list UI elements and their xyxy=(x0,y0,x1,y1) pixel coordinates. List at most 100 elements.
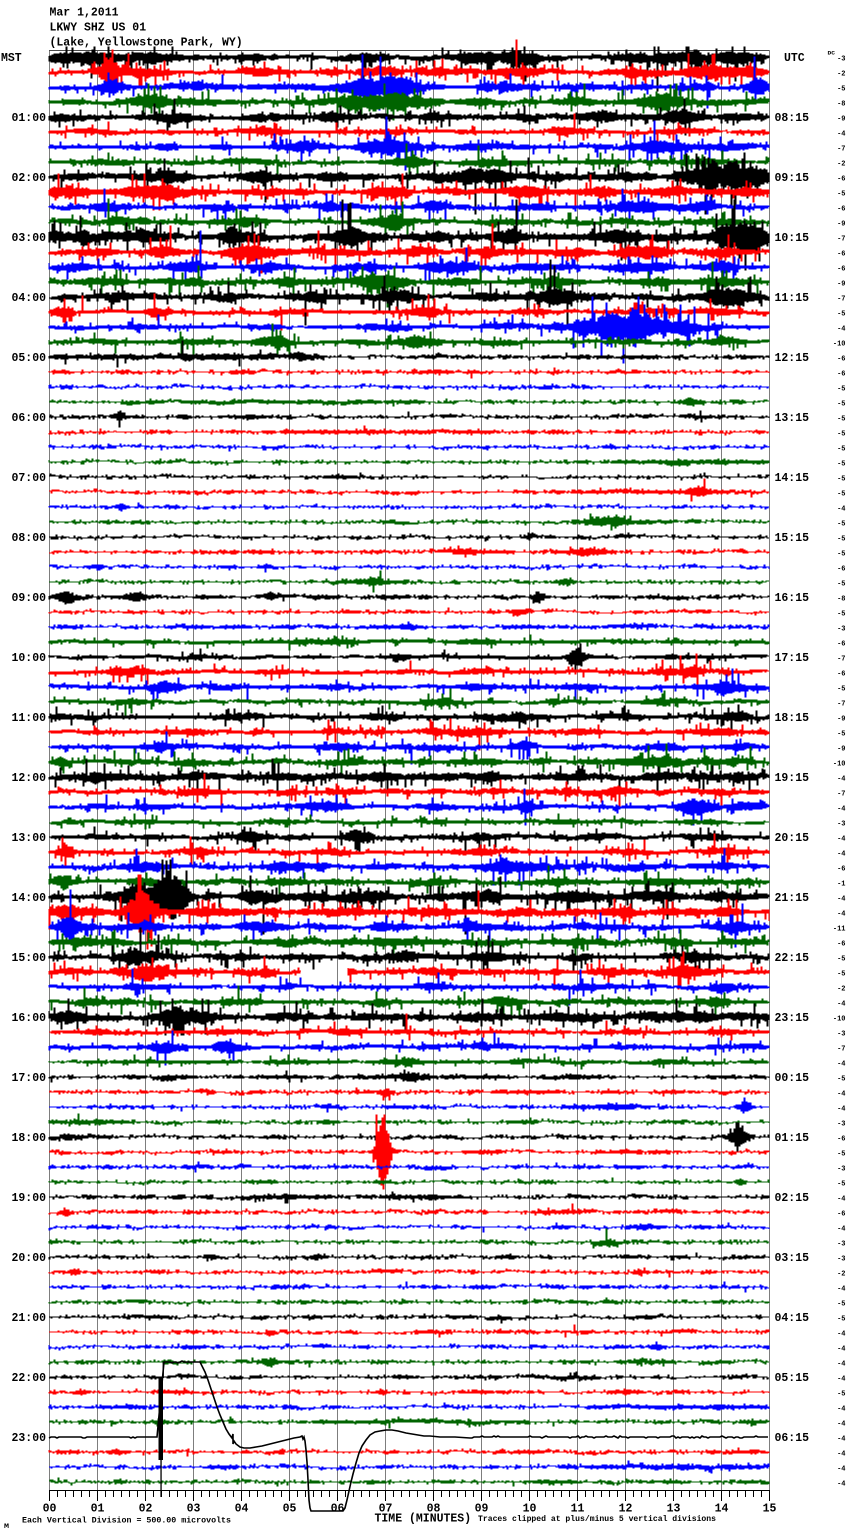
svg-text:14:00: 14:00 xyxy=(12,892,47,905)
svg-text:-4: -4 xyxy=(837,506,845,514)
svg-text:-9: -9 xyxy=(837,746,845,754)
svg-text:-4: -4 xyxy=(837,806,845,814)
svg-text:08:00: 08:00 xyxy=(12,532,47,545)
svg-text:01:15: 01:15 xyxy=(775,1132,810,1145)
svg-text:Each Vertical Division = 500.: Each Vertical Division = 500.00 microvol… xyxy=(22,1515,231,1525)
svg-text:-3: -3 xyxy=(837,1256,845,1264)
svg-text:-4: -4 xyxy=(837,1106,845,1114)
svg-text:-4: -4 xyxy=(837,896,845,904)
svg-text:-1: -1 xyxy=(837,881,845,889)
svg-text:(Lake, Yellowstone Park, WY): (Lake, Yellowstone Park, WY) xyxy=(50,37,243,50)
svg-text:11:15: 11:15 xyxy=(775,292,810,305)
svg-text:-7: -7 xyxy=(837,146,845,154)
svg-text:-4: -4 xyxy=(837,1226,845,1234)
svg-text:18:00: 18:00 xyxy=(12,1132,47,1145)
svg-text:-5: -5 xyxy=(837,956,845,964)
svg-text:-4: -4 xyxy=(837,1331,845,1339)
svg-text:-5: -5 xyxy=(837,1316,845,1324)
svg-text:22:00: 22:00 xyxy=(12,1372,47,1385)
svg-text:MST: MST xyxy=(1,52,22,65)
svg-text:-5: -5 xyxy=(837,731,845,739)
svg-text:-4: -4 xyxy=(837,1346,845,1354)
svg-text:22:15: 22:15 xyxy=(775,952,810,965)
svg-text:-4: -4 xyxy=(837,851,845,859)
svg-text:-5: -5 xyxy=(837,686,845,694)
svg-text:14:15: 14:15 xyxy=(775,472,810,485)
svg-text:-6: -6 xyxy=(837,1136,845,1144)
svg-text:-6: -6 xyxy=(837,941,845,949)
svg-text:-5: -5 xyxy=(837,581,845,589)
svg-text:-4: -4 xyxy=(837,1361,845,1369)
svg-text:-6: -6 xyxy=(837,176,845,184)
svg-text:-4: -4 xyxy=(837,776,845,784)
svg-text:23:00: 23:00 xyxy=(12,1432,47,1445)
svg-text:-4: -4 xyxy=(837,1001,845,1009)
svg-text:04:00: 04:00 xyxy=(12,292,47,305)
svg-text:02:00: 02:00 xyxy=(12,172,47,185)
svg-text:00: 00 xyxy=(43,1503,57,1516)
svg-text:07: 07 xyxy=(379,1503,393,1516)
svg-text:04:15: 04:15 xyxy=(775,1312,810,1325)
svg-text:-2: -2 xyxy=(837,986,845,994)
svg-text:17:00: 17:00 xyxy=(12,1072,47,1085)
svg-text:04: 04 xyxy=(235,1503,249,1516)
svg-text:-7: -7 xyxy=(837,236,845,244)
svg-text:-4: -4 xyxy=(837,1196,845,1204)
svg-text:-6: -6 xyxy=(837,206,845,214)
svg-text:20:15: 20:15 xyxy=(775,832,810,845)
svg-text:-5: -5 xyxy=(837,431,845,439)
svg-text:11:00: 11:00 xyxy=(12,712,47,725)
svg-text:16:15: 16:15 xyxy=(775,592,810,605)
svg-text:-5: -5 xyxy=(837,311,845,319)
svg-text:-2: -2 xyxy=(837,161,845,169)
svg-text:09:00: 09:00 xyxy=(12,592,47,605)
svg-text:18:15: 18:15 xyxy=(775,712,810,725)
svg-text:-3: -3 xyxy=(837,821,845,829)
svg-text:-5: -5 xyxy=(837,551,845,559)
svg-text:-6: -6 xyxy=(837,266,845,274)
svg-text:19:15: 19:15 xyxy=(775,772,810,785)
svg-text:21:15: 21:15 xyxy=(775,892,810,905)
svg-text:DC: DC xyxy=(828,50,836,57)
svg-text:-3: -3 xyxy=(837,56,845,64)
svg-text:09:15: 09:15 xyxy=(775,172,810,185)
svg-text:10: 10 xyxy=(523,1503,537,1516)
svg-text:-4: -4 xyxy=(837,1406,845,1414)
svg-text:-5: -5 xyxy=(837,611,845,619)
svg-text:M: M xyxy=(4,1523,10,1530)
svg-text:UTC: UTC xyxy=(784,52,805,65)
svg-text:-9: -9 xyxy=(837,116,845,124)
svg-text:-6: -6 xyxy=(837,566,845,574)
svg-text:-3: -3 xyxy=(837,1031,845,1039)
svg-text:23:15: 23:15 xyxy=(775,1012,810,1025)
svg-text:03: 03 xyxy=(187,1503,201,1516)
svg-text:00:15: 00:15 xyxy=(775,1072,810,1085)
svg-text:05:15: 05:15 xyxy=(775,1372,810,1385)
svg-text:-6: -6 xyxy=(837,371,845,379)
svg-text:-7: -7 xyxy=(837,296,845,304)
svg-text:06:15: 06:15 xyxy=(775,1432,810,1445)
svg-text:10:15: 10:15 xyxy=(775,232,810,245)
svg-text:02: 02 xyxy=(139,1503,153,1516)
svg-text:-5: -5 xyxy=(837,491,845,499)
svg-text:05: 05 xyxy=(283,1503,297,1516)
svg-text:-8: -8 xyxy=(837,596,845,604)
svg-text:-9: -9 xyxy=(837,716,845,724)
svg-text:-4: -4 xyxy=(837,1376,845,1384)
svg-text:-6: -6 xyxy=(837,251,845,259)
svg-text:-5: -5 xyxy=(837,191,845,199)
svg-text:-5: -5 xyxy=(837,1391,845,1399)
svg-text:08: 08 xyxy=(427,1503,441,1516)
svg-text:-8: -8 xyxy=(837,101,845,109)
svg-text:-6: -6 xyxy=(837,1211,845,1219)
svg-text:-10: -10 xyxy=(833,341,846,349)
svg-text:12:15: 12:15 xyxy=(775,352,810,365)
svg-text:-10: -10 xyxy=(833,1016,846,1024)
svg-text:13:00: 13:00 xyxy=(12,832,47,845)
svg-text:12: 12 xyxy=(619,1503,633,1516)
svg-text:-5: -5 xyxy=(837,401,845,409)
svg-text:13:15: 13:15 xyxy=(775,412,810,425)
svg-text:05:00: 05:00 xyxy=(12,352,47,365)
svg-text:-4: -4 xyxy=(837,326,845,334)
svg-text:07:00: 07:00 xyxy=(12,472,47,485)
